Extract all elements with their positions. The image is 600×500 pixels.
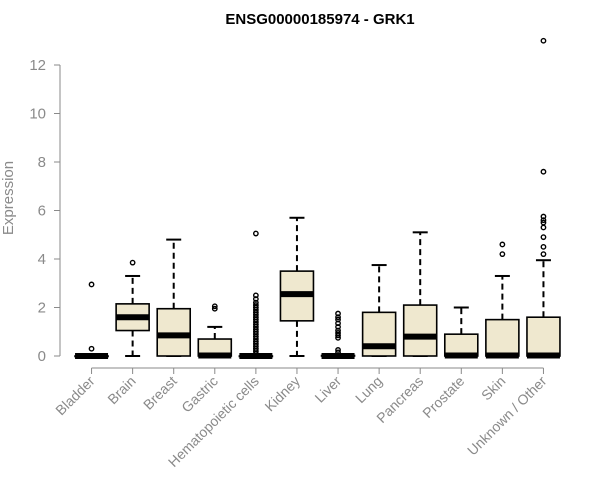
outlier-point bbox=[335, 314, 341, 321]
category-label: Skin bbox=[478, 373, 509, 404]
y-tick-label: 12 bbox=[29, 57, 46, 74]
iqr-box bbox=[485, 318, 520, 357]
outlier-point bbox=[129, 259, 136, 266]
outlier-point bbox=[540, 224, 547, 231]
outlier-point bbox=[540, 234, 547, 241]
y-tick-label: 2 bbox=[38, 300, 46, 317]
outlier-point bbox=[540, 219, 547, 226]
box-group bbox=[526, 37, 561, 359]
outlier-point bbox=[540, 213, 547, 220]
category-label: Brain bbox=[104, 373, 138, 407]
category-label: Prostate bbox=[419, 373, 467, 421]
outlier-point bbox=[252, 296, 259, 302]
outlier-point bbox=[252, 302, 259, 308]
outlier-point bbox=[540, 251, 547, 258]
outlier-point bbox=[335, 327, 341, 334]
box-group bbox=[320, 310, 356, 359]
outlier-point bbox=[335, 323, 341, 330]
box-group bbox=[197, 303, 233, 359]
category-label: Bladder bbox=[52, 373, 98, 419]
outlier-point bbox=[252, 230, 259, 237]
chart-title: ENSG00000185974 - GRK1 bbox=[225, 11, 414, 28]
outlier-point bbox=[335, 310, 341, 317]
outlier-point bbox=[540, 168, 547, 175]
box-group bbox=[443, 306, 479, 359]
outlier-point bbox=[540, 243, 547, 250]
box-group bbox=[402, 231, 438, 357]
outlier-point bbox=[499, 251, 506, 258]
outlier-point bbox=[540, 37, 547, 44]
box-group bbox=[115, 259, 150, 357]
y-tick-label: 8 bbox=[38, 154, 46, 171]
axes: 0 2 4 6 8 10 12 bbox=[29, 57, 544, 374]
box-group bbox=[485, 241, 520, 359]
iqr-box bbox=[402, 304, 438, 357]
category-label: Lung bbox=[352, 373, 385, 406]
outlier-point bbox=[88, 345, 95, 352]
outlier-point bbox=[252, 299, 259, 306]
y-tick-label: 4 bbox=[38, 251, 46, 268]
y-tick-label: 10 bbox=[29, 106, 46, 123]
outlier-point bbox=[499, 241, 506, 248]
outlier-point bbox=[211, 303, 218, 310]
iqr-box bbox=[361, 311, 397, 357]
outlier-point bbox=[252, 292, 259, 299]
y-axis-label: Expression bbox=[0, 161, 17, 235]
boxes bbox=[74, 37, 561, 359]
iqr-box bbox=[526, 316, 561, 357]
outlier-point bbox=[335, 349, 341, 356]
box-group bbox=[74, 281, 109, 359]
box-group bbox=[156, 238, 192, 357]
outlier-point bbox=[335, 347, 341, 353]
category-label: Kidney bbox=[261, 373, 303, 415]
category-label: Liver bbox=[311, 373, 344, 406]
y-tick-label: 0 bbox=[38, 348, 46, 365]
outlier-point bbox=[335, 320, 341, 327]
iqr-box bbox=[156, 307, 192, 357]
category-label: Breast bbox=[140, 373, 180, 413]
outlier-point bbox=[88, 281, 95, 288]
outlier-point bbox=[335, 316, 341, 323]
outlier-point bbox=[211, 305, 218, 312]
box-group bbox=[238, 230, 274, 359]
box-group bbox=[279, 216, 315, 357]
outlier-point bbox=[335, 330, 341, 336]
box-group bbox=[361, 264, 397, 357]
outlier-point bbox=[540, 217, 547, 224]
y-tick-label: 6 bbox=[38, 203, 46, 220]
